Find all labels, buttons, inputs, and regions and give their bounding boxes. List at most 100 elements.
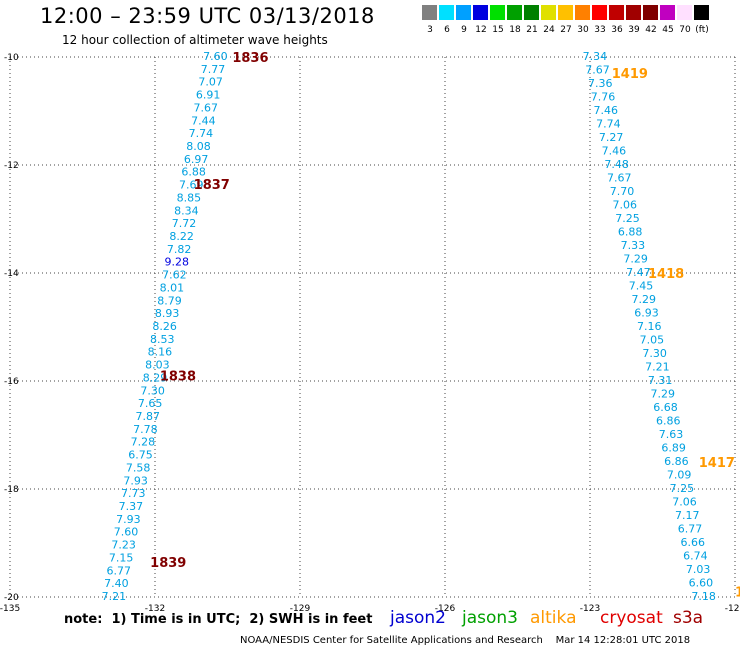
legend-label: 33	[594, 25, 606, 35]
swh-value-label: 6.97	[184, 153, 209, 166]
swh-value-label: 7.28	[131, 436, 156, 449]
swh-value-label: 7.30	[140, 384, 165, 397]
satellite-jason2-label: jason2	[390, 608, 446, 628]
swh-value-label: 7.58	[126, 461, 151, 474]
legend-swatch	[592, 5, 607, 20]
x-tick-label: -126	[435, 604, 456, 614]
swh-value-label: 7.16	[637, 320, 662, 333]
satellite-jason3-label: jason3	[462, 608, 518, 628]
swh-value-label: 7.65	[138, 397, 163, 410]
swh-value-label: 8.53	[150, 333, 175, 346]
swh-value-label: 7.33	[621, 239, 646, 252]
swh-value-label: 7.29	[623, 253, 648, 266]
legend-label: 15	[492, 25, 504, 35]
satellite-altika-label: altika	[530, 608, 577, 628]
swh-value-label: 8.93	[155, 307, 180, 320]
legend-label: 39	[628, 25, 640, 35]
swh-value-label: 7.82	[167, 243, 192, 256]
swh-value-label: 6.60	[689, 577, 714, 590]
swh-value-label: 7.46	[593, 104, 618, 117]
note-text: note: 1) Time is in UTC; 2) SWH is in fe…	[64, 612, 373, 627]
legend-swatch	[456, 5, 471, 20]
legend-label: 70	[679, 25, 691, 35]
swh-value-label: 7.25	[670, 482, 695, 495]
swh-value-label: 6.75	[128, 449, 153, 462]
legend-label: 42	[645, 25, 657, 35]
legend-label: 45	[662, 25, 674, 35]
swh-value-label: 8.01	[160, 281, 185, 294]
swh-value-label: 8.03	[145, 359, 170, 372]
swh-value-label: 7.07	[198, 76, 223, 89]
legend-label: 24	[543, 25, 555, 35]
swh-value-label: 7.45	[629, 280, 654, 293]
x-tick-label: -129	[290, 604, 311, 614]
swh-value-label: 7.36	[588, 77, 613, 90]
swh-value-label: 6.66	[680, 536, 705, 549]
swh-value-label: 9.28	[165, 256, 190, 269]
swh-value-label: 8.26	[152, 320, 177, 333]
legend-swatch	[507, 5, 522, 20]
x-tick-label: -132	[145, 604, 165, 614]
swh-value-label: 7.62	[162, 269, 187, 282]
swh-value-label: 7.34	[583, 50, 608, 63]
legend-label: 6	[444, 25, 450, 35]
swh-value-label: 7.06	[672, 496, 697, 509]
legend-swatch	[643, 5, 658, 20]
legend-label: 9	[461, 25, 467, 35]
swh-value-label: 7.21	[102, 590, 127, 603]
satellite-cryosat-label: cryosat	[600, 608, 663, 628]
legend-swatch	[473, 5, 488, 20]
swh-value-label: 7.09	[667, 469, 692, 482]
legend-swatch	[660, 5, 675, 20]
swh-value-label: 6.77	[678, 523, 703, 536]
legend-swatch	[490, 5, 505, 20]
swh-value-label: 7.27	[599, 131, 624, 144]
legend-label: 3	[427, 25, 433, 35]
y-tick-label: -10	[4, 53, 19, 63]
legend-swatch	[694, 5, 709, 20]
time-label: 141	[735, 586, 740, 601]
swh-value-label: 6.86	[664, 455, 689, 468]
swh-value-label: 7.74	[189, 127, 214, 140]
satellite-s3a-label: s3a	[673, 608, 704, 628]
swh-value-label: 7.29	[632, 293, 657, 306]
swh-value-label: 7.70	[610, 185, 635, 198]
swh-value-label: 7.25	[615, 212, 640, 225]
x-tick-label: -120	[725, 604, 740, 614]
swh-value-label: 7.37	[119, 500, 144, 513]
swh-value-label: 7.74	[596, 118, 621, 131]
swh-value-label: 6.88	[618, 226, 643, 239]
swh-value-label: 6.77	[107, 564, 132, 577]
y-tick-label: -14	[4, 269, 19, 279]
legend-swatch	[541, 5, 556, 20]
legend-swatch	[609, 5, 624, 20]
swh-value-label: 8.34	[174, 204, 199, 217]
legend-label: 18	[509, 25, 521, 35]
swh-value-label: 8.79	[157, 294, 182, 307]
swh-value-label: 8.08	[186, 140, 211, 153]
y-tick-label: -16	[4, 377, 19, 387]
time-label: 1418	[648, 267, 684, 282]
legend-swatch	[524, 5, 539, 20]
swh-value-label: 8.29	[143, 371, 168, 384]
swh-value-label: 7.87	[136, 410, 161, 423]
swh-value-label: 6.74	[683, 550, 708, 563]
swh-value-label: 6.89	[661, 442, 686, 455]
legend-label: 27	[560, 25, 572, 35]
swh-value-label: 7.60	[203, 50, 228, 63]
chart-title: 12:00 – 23:59 UTC 03/13/2018	[40, 4, 375, 28]
swh-value-label: 7.17	[675, 509, 700, 522]
legend-label: 12	[475, 25, 487, 35]
time-label: 1417	[699, 456, 735, 471]
swh-value-label: 7.03	[686, 563, 711, 576]
swh-value-label: 7.30	[642, 347, 667, 360]
swh-value-label: 6.68	[653, 401, 678, 414]
swh-value-label: 7.72	[172, 217, 197, 230]
legend-swatch	[439, 5, 454, 20]
swh-value-label: 7.29	[651, 388, 676, 401]
time-label: 1837	[194, 178, 230, 193]
swh-value-label: 7.18	[691, 590, 716, 603]
swh-value-label: 6.91	[196, 89, 221, 102]
legend-label: 30	[577, 25, 589, 35]
